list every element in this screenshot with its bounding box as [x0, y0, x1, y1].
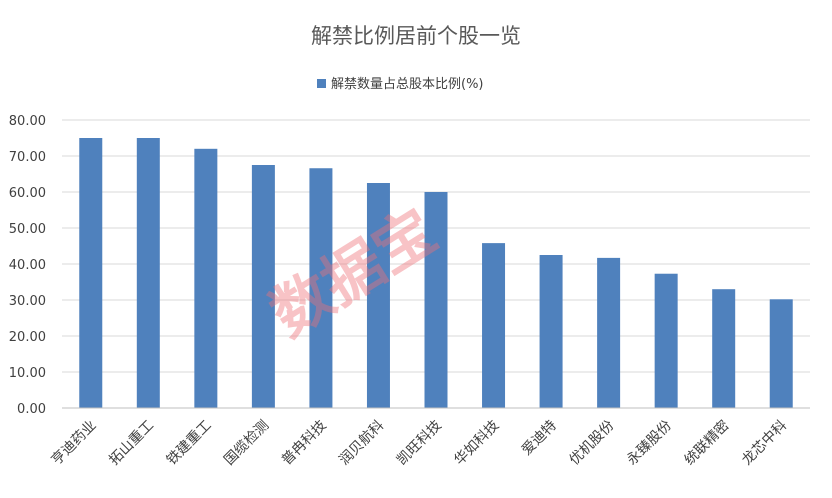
bar [597, 257, 621, 408]
chart-title: 解禁比例居前个股一览 [311, 24, 521, 48]
legend-label: 解禁数量占总股本比例(%) [331, 77, 484, 92]
legend-swatch [317, 79, 326, 88]
bar [309, 168, 333, 408]
y-tick-label: 40.00 [9, 258, 46, 273]
bar [482, 243, 506, 408]
x-tick-label: 优机股份 [567, 418, 618, 469]
bar [136, 138, 160, 408]
bar [366, 183, 390, 408]
y-tick-label: 20.00 [9, 330, 46, 345]
bars [79, 138, 793, 409]
x-tick-label: 统联精密 [681, 417, 733, 469]
bar [251, 165, 275, 408]
x-tick-label: 普冉科技 [279, 418, 330, 469]
x-tick-label: 华如科技 [451, 418, 502, 469]
x-tick-label: 亨迪药业 [48, 417, 100, 469]
x-tick-label: 拓山重工 [106, 418, 157, 469]
bar [539, 255, 563, 408]
y-tick-label: 60.00 [9, 186, 46, 201]
bar [769, 299, 793, 408]
bar [712, 289, 736, 408]
x-tick-label: 国缆检测 [221, 418, 272, 469]
y-tick-label: 0.00 [17, 402, 46, 417]
x-axis-ticks: 亨迪药业 拓山重工 铁建重工 国缆检测 普冉科技 润贝航科 凯旺科技 华如科技 爱迪特 优机股份永… [48, 417, 790, 469]
y-tick-label: 30.00 [9, 294, 46, 309]
x-tick-label: 凯旺科技 [394, 418, 445, 469]
x-tick-label: 永臻股份 [624, 418, 675, 469]
bar [424, 192, 448, 408]
x-tick-label: 铁建重工 [164, 418, 215, 469]
y-tick-label: 50.00 [9, 222, 46, 237]
bar [79, 138, 103, 408]
legend: 解禁数量占总股本比例(%) [317, 77, 484, 92]
y-tick-label: 80.00 [9, 114, 46, 129]
x-tick-label: 龙芯中科 [739, 418, 790, 469]
y-tick-label: 70.00 [9, 150, 46, 165]
y-axis-ticks: 0.00 10.00 20.00 30.00 40.00 50.00 60.00 70.00 8… [9, 114, 46, 417]
y-tick-label: 10.00 [9, 366, 46, 381]
watermark-text: 数据宝 [259, 196, 449, 351]
bar [654, 273, 678, 408]
bar [194, 148, 218, 409]
x-tick-label: 润贝航科 [336, 418, 387, 469]
x-tick-label: 爱迪特 [519, 418, 560, 459]
